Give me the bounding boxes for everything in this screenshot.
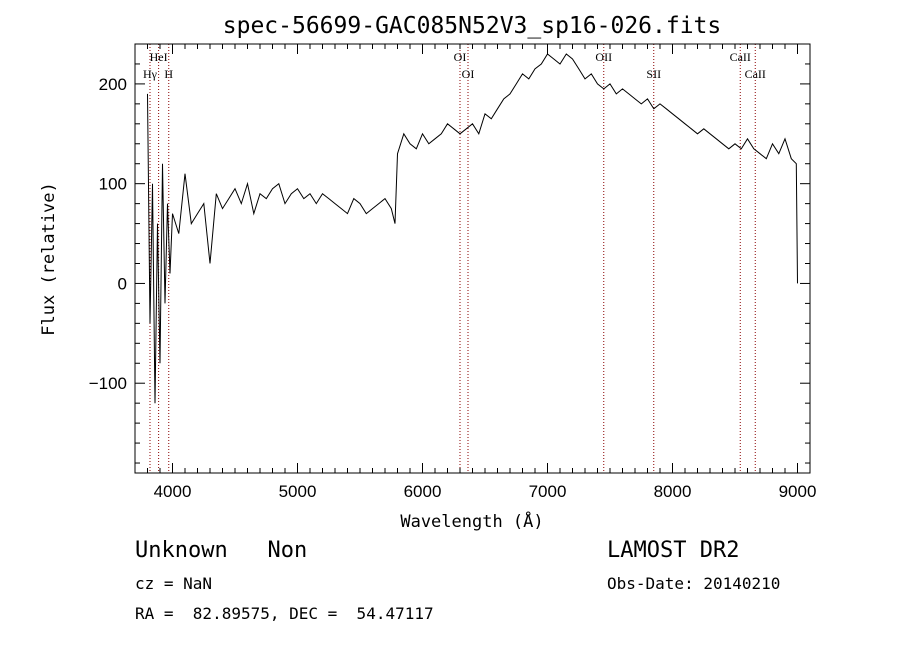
series-line-spectrum [147,53,798,404]
line-label: OII [595,50,612,64]
x-tick-label: 6000 [404,482,442,501]
line-label: HeI [150,50,168,64]
line-label: H [164,67,173,81]
x-axis-label: Wavelength (Å) [400,510,543,532]
x-tick-label: 7000 [529,482,567,501]
coordinates-text: RA = 82.89575, DEC = 54.47117 [135,604,434,623]
line-label: CaII [745,67,766,81]
line-label: OI [454,50,467,64]
observation-date: Obs-Date: 20140210 [607,574,781,593]
y-axis-label: Flux (relative) [39,182,59,336]
line-label: CaII [730,50,751,64]
y-tick-label: −100 [89,374,127,393]
chart-title: spec-56699-GAC085N52V3_sp16-026.fits [223,13,722,39]
spectral-class-text: Unknown Non [135,538,308,563]
survey-name: LAMOST DR2 [607,538,740,563]
y-tick-label: 200 [99,75,127,94]
x-tick-label: 9000 [779,482,817,501]
y-tick-label: 100 [99,175,127,194]
line-label: SII [646,67,661,81]
y-tick-label: 0 [118,274,127,293]
emission-line-markers: Hγ HeI H OI OI OII SII CaII CaII [143,44,766,473]
plot-frame [134,43,811,474]
line-label: OI [462,67,475,81]
redshift-text: cz = NaN [135,574,213,593]
x-tick-label: 5000 [279,482,317,501]
line-label: Hγ [143,67,158,81]
x-tick-label: 8000 [654,482,692,501]
axis-ticks: 4000 5000 6000 7000 8000 9000 −100 0 100 200 [89,43,817,501]
x-tick-label: 4000 [154,482,192,501]
